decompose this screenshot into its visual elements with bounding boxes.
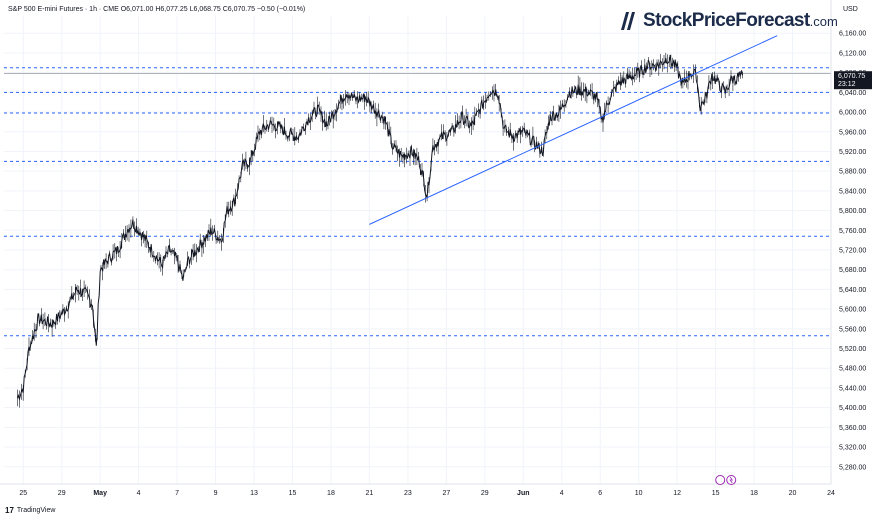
y-tick-label-14: 5,840.00 bbox=[839, 188, 866, 195]
y-tick-label-7: 5,560.00 bbox=[839, 326, 866, 333]
y-tick-label-17: 5,960.00 bbox=[839, 129, 866, 136]
y-tick-label-12: 5,760.00 bbox=[839, 228, 866, 235]
x-tick-label-11: 27 bbox=[442, 490, 450, 497]
uptrend-line[interactable] bbox=[369, 35, 778, 225]
x-tick-label-5: 9 bbox=[214, 490, 218, 497]
tradingview-label: TradingView bbox=[16, 507, 56, 514]
x-tick-label-18: 15 bbox=[712, 490, 720, 497]
countdown-value: 23:12 bbox=[838, 81, 856, 88]
last-price-value: 6,070.75 bbox=[838, 73, 865, 80]
y-tick-label-5: 5,480.00 bbox=[839, 366, 866, 373]
y-tick-label-9: 5,640.00 bbox=[839, 287, 866, 294]
ohlc-high: H6,077.25 bbox=[155, 6, 188, 13]
y-tick-label-21: 6,120.00 bbox=[839, 50, 866, 57]
x-tick-label-4: 7 bbox=[175, 490, 179, 497]
x-tick-label-1: 29 bbox=[58, 490, 66, 497]
y-tick-label-4: 5,440.00 bbox=[839, 385, 866, 392]
x-tick-label-20: 20 bbox=[789, 490, 797, 497]
y-tick-label-1: 5,320.00 bbox=[839, 445, 866, 452]
x-tick-label-0: 25 bbox=[19, 490, 27, 497]
x-tick-label-2: May bbox=[93, 490, 107, 497]
time-axis[interactable]: 25 29 May 4 7 9 13 15 18 21 23 27 29 Jun 4 6 10 12 15 18 20 2… bbox=[0, 483, 835, 497]
y-tick-label-22: 6,160.00 bbox=[839, 31, 866, 38]
y-tick-label-18: 6,000.00 bbox=[839, 110, 866, 117]
ohlc-close: C6,070.75 bbox=[222, 6, 256, 13]
ohlc-open: O6,071.00 bbox=[120, 6, 154, 13]
brand-slashes-icon bbox=[621, 12, 635, 30]
brand-suffix: .com bbox=[809, 14, 838, 29]
x-tick-label-12: 29 bbox=[481, 490, 489, 497]
x-tick-label-9: 21 bbox=[366, 490, 374, 497]
last-price-tag bbox=[834, 71, 872, 90]
ohlc-low: L6,068.75 bbox=[189, 6, 221, 13]
y-tick-label-0: 5,280.00 bbox=[839, 464, 866, 471]
y-tick-label-16: 5,920.00 bbox=[839, 149, 866, 156]
x-tick-label-3: 4 bbox=[137, 490, 141, 497]
y-tick-label-13: 5,800.00 bbox=[839, 208, 866, 215]
price-line bbox=[17, 54, 743, 401]
x-tick-label-17: 12 bbox=[673, 490, 681, 497]
y-tick-label-3: 5,400.00 bbox=[839, 405, 866, 412]
ohlc-change: −0.50 (−0.01%) bbox=[257, 6, 306, 13]
brand-logo: StockPriceForecast.com bbox=[618, 10, 838, 32]
x-tick-label-10: 23 bbox=[404, 490, 412, 497]
symbol-title: S&P 500 E-mini Futures · 1h · CME bbox=[8, 6, 119, 13]
x-tick-label-6: 13 bbox=[250, 490, 258, 497]
symbol-header: S&P 500 E-mini Futures · 1h · CME O6,071… bbox=[8, 6, 305, 13]
currency-label: USD bbox=[843, 6, 858, 13]
lightning-icon bbox=[729, 476, 733, 484]
y-tick-label-6: 5,520.00 bbox=[839, 346, 866, 353]
y-tick-label-2: 5,360.00 bbox=[839, 425, 866, 432]
trendline bbox=[369, 35, 778, 225]
y-tick-label-8: 5,600.00 bbox=[839, 307, 866, 314]
y-tick-label-15: 5,880.00 bbox=[839, 169, 866, 176]
y-tick-label-10: 5,680.00 bbox=[839, 267, 866, 274]
brand-name-main: StockPriceForecast bbox=[643, 10, 810, 31]
x-tick-label-19: 18 bbox=[750, 490, 758, 497]
x-tick-label-21: 24 bbox=[827, 490, 835, 497]
brand-name: StockPriceForecast.com bbox=[643, 10, 838, 32]
tradingview-icon: 17 bbox=[5, 506, 14, 515]
event-marker-icon[interactable] bbox=[715, 475, 726, 485]
price-series bbox=[17, 52, 743, 408]
x-tick-label-8: 18 bbox=[327, 490, 335, 497]
tradingview-logo[interactable]: 17 TradingView bbox=[5, 506, 55, 515]
x-tick-label-13: Jun bbox=[517, 490, 529, 497]
grid bbox=[4, 16, 832, 484]
price-axis[interactable]: 5,280.00 5,320.00 5,360.00 5,400.00 5,440.00… bbox=[830, 0, 866, 484]
y-tick-label-11: 5,720.00 bbox=[839, 248, 866, 255]
x-tick-label-7: 15 bbox=[289, 490, 297, 497]
event-markers[interactable] bbox=[715, 475, 737, 485]
x-tick-label-15: 6 bbox=[598, 490, 602, 497]
y-tick-label-19: 6,040.00 bbox=[839, 90, 866, 97]
x-tick-label-14: 4 bbox=[560, 490, 564, 497]
x-tick-label-16: 10 bbox=[635, 490, 643, 497]
